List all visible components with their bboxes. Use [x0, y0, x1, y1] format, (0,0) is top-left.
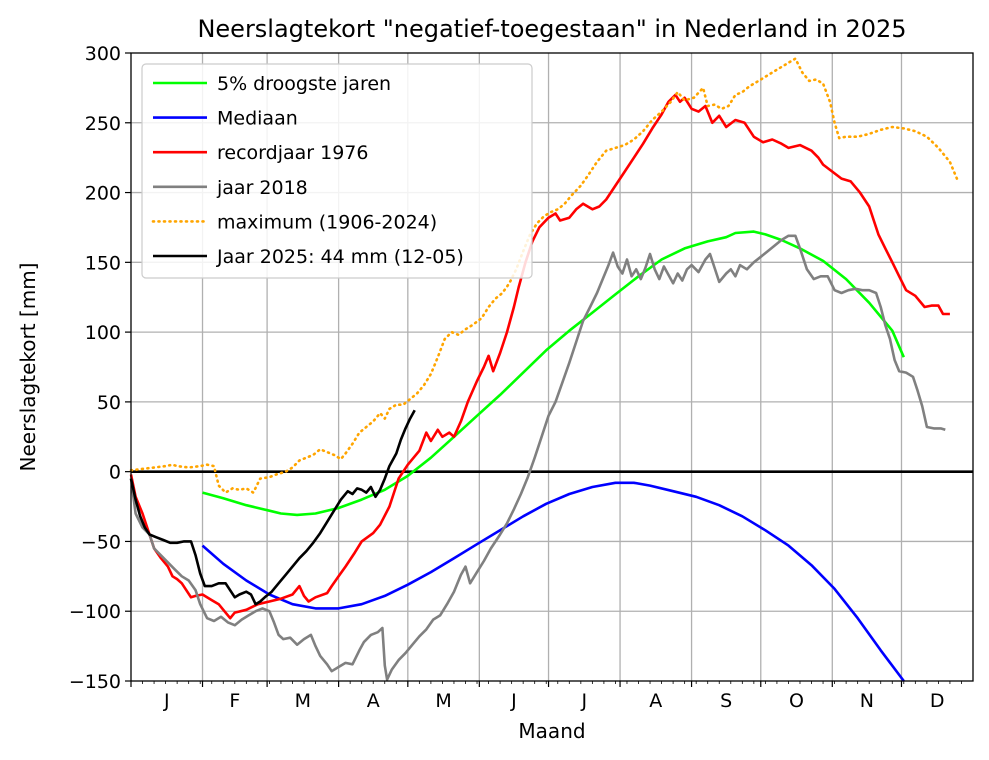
legend-label: jaar 2018	[216, 177, 308, 199]
x-tick-label: N	[860, 690, 874, 712]
y-tick-label: −100	[69, 601, 121, 623]
series-line-0	[202, 230, 905, 517]
legend-label: Jaar 2025: 44 mm (12-05)	[216, 246, 464, 268]
plot-frame	[130, 52, 974, 682]
x-tick-label: O	[789, 690, 804, 712]
x-tick-label: M	[435, 690, 451, 712]
x-tick-label: F	[229, 690, 240, 712]
legend-label: 5% droogste jaren	[217, 73, 391, 95]
series-line-4	[129, 57, 959, 494]
x-tick-label: D	[930, 690, 945, 712]
series-line-3	[129, 234, 946, 681]
x-tick-label: J	[510, 690, 517, 712]
y-tick-label: 200	[85, 183, 121, 205]
x-axis-label: Maand	[518, 719, 585, 743]
y-tick-label: 150	[85, 252, 121, 274]
x-tick-label: S	[720, 690, 732, 712]
y-tick-label: 250	[85, 113, 121, 135]
y-tick-label: −150	[69, 671, 121, 693]
legend-label: maximum (1906-2024)	[217, 211, 437, 233]
y-axis-label: Neerslagtekort [mm]	[16, 263, 40, 472]
y-tick-label: −50	[81, 531, 121, 553]
y-tick-label: 0	[109, 462, 121, 484]
legend: 5% droogste jaren Mediaan recordjaar 1976 j…	[141, 63, 533, 279]
series-lines	[129, 57, 959, 682]
legend-label: Mediaan	[217, 108, 298, 130]
x-tick-label: A	[649, 690, 662, 712]
series-line-2	[129, 93, 950, 620]
legend-box	[141, 63, 533, 279]
y-tick-label: 100	[85, 322, 121, 344]
y-tick-label: 50	[97, 392, 121, 414]
series-line-1	[201, 481, 905, 682]
series-line-5	[129, 409, 416, 606]
x-tick-label: J	[580, 690, 587, 712]
y-tick-label: 300	[85, 43, 121, 65]
x-tick-label: A	[367, 690, 380, 712]
legend-label: recordjaar 1976	[217, 142, 368, 164]
x-tick-label: J	[163, 690, 170, 712]
x-tick-label: M	[295, 690, 311, 712]
axes: J F M A M J J A S O N D −150 −100 −50 0 50 100 150 200 250 30…	[69, 43, 962, 712]
chart-title: Neerslagtekort "negatief-toegestaan" in …	[197, 15, 906, 43]
